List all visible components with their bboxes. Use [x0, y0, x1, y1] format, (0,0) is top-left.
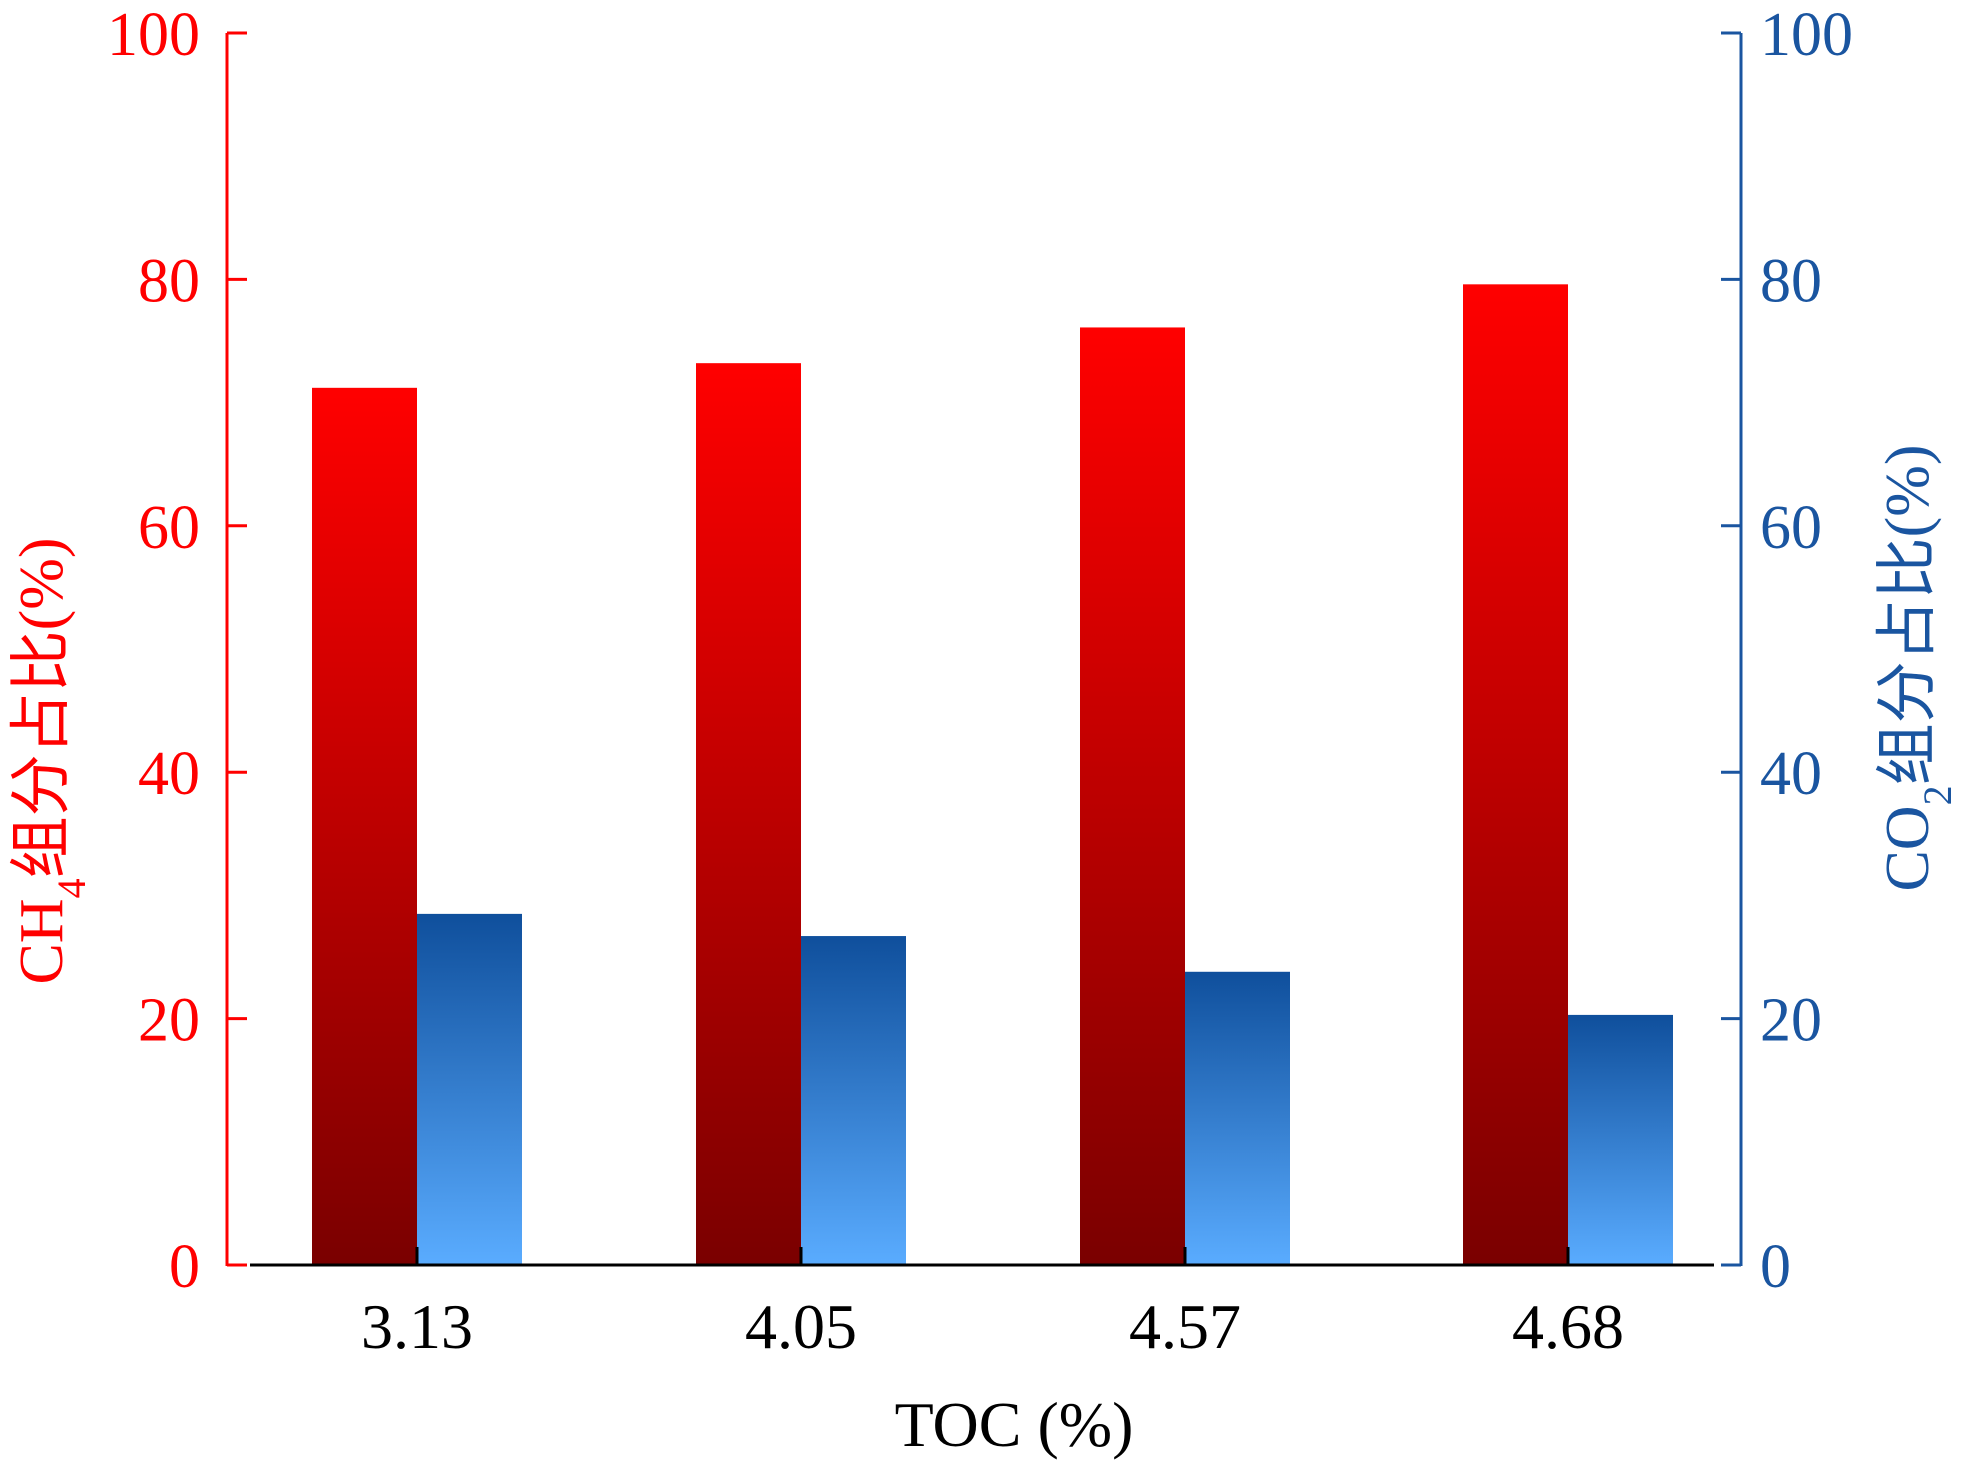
right-y-axis-label-main: CO [1874, 805, 1942, 891]
left-y-axis-ticks: 0 20 40 60 80 100 [107, 1, 247, 1301]
x-tick-label-4.68: 4.68 [1512, 1291, 1624, 1362]
right-y-axis-label: CO2组分占比(%) [1874, 444, 1960, 891]
left-y-tick-label-100: 100 [107, 1, 200, 69]
right-y-axis-label-rest: 组分占比(%) [1874, 444, 1942, 785]
bar-co2-3.13 [417, 913, 522, 1265]
x-axis-ticks: 3.13 4.05 4.57 4.68 [361, 1247, 1624, 1362]
left-y-axis-label-sub: 4 [49, 878, 94, 898]
right-y-axis-label-sub: 2 [1915, 785, 1960, 805]
left-y-tick-label-80: 80 [138, 247, 200, 315]
bar-co2-4.05 [801, 936, 906, 1265]
right-y-tick-label-100: 100 [1760, 1, 1853, 69]
x-axis-label: TOC (%) [895, 1389, 1134, 1460]
bars [312, 284, 1673, 1265]
left-y-tick-label-20: 20 [138, 987, 200, 1055]
bar-ch4-3.13 [312, 387, 417, 1265]
right-y-tick-label-80: 80 [1760, 247, 1822, 315]
left-y-tick-label-60: 60 [138, 494, 200, 562]
right-y-tick-label-0: 0 [1760, 1233, 1791, 1301]
bar-ch4-4.68 [1463, 284, 1568, 1265]
right-y-tick-label-60: 60 [1760, 494, 1822, 562]
x-tick-label-4.57: 4.57 [1129, 1291, 1241, 1362]
left-y-tick-label-0: 0 [169, 1233, 200, 1301]
bar-ch4-4.05 [696, 363, 801, 1265]
right-y-tick-label-40: 40 [1760, 740, 1822, 808]
left-y-axis-label-main: CH [8, 898, 76, 984]
bar-ch4-4.57 [1080, 327, 1185, 1265]
x-tick-label-4.05: 4.05 [745, 1291, 857, 1362]
right-y-tick-label-20: 20 [1760, 987, 1822, 1055]
right-y-axis-ticks: 0 20 40 60 80 100 [1721, 1, 1853, 1301]
bar-co2-4.57 [1185, 971, 1290, 1265]
x-tick-label-3.13: 3.13 [361, 1291, 473, 1362]
left-y-axis-label: CH4组分占比(%) [8, 537, 94, 984]
left-y-axis-label-rest: 组分占比(%) [8, 537, 76, 878]
bar-co2-4.68 [1568, 1014, 1673, 1265]
left-y-tick-label-40: 40 [138, 740, 200, 808]
